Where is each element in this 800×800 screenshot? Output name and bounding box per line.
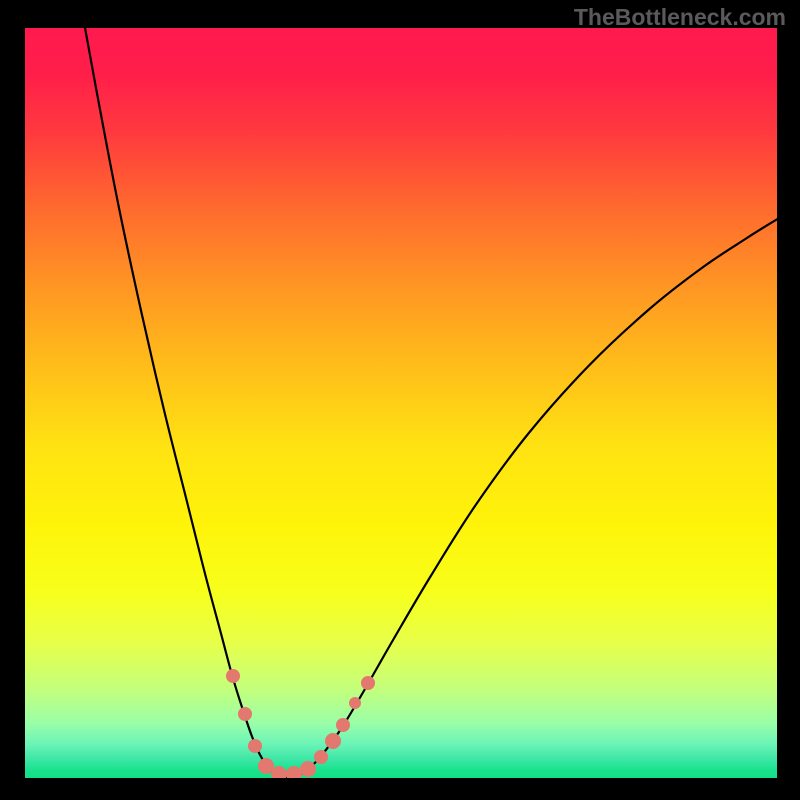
plot-area	[25, 28, 777, 778]
marker-layer	[25, 28, 777, 778]
data-marker	[349, 697, 361, 709]
data-marker	[336, 718, 350, 732]
watermark-text: TheBottleneck.com	[574, 4, 786, 31]
data-marker	[325, 733, 341, 749]
data-marker	[248, 739, 262, 753]
data-marker	[238, 707, 252, 721]
data-marker	[226, 669, 240, 683]
data-marker	[271, 766, 287, 778]
data-marker	[314, 750, 328, 764]
data-marker	[300, 761, 316, 777]
data-marker	[361, 676, 375, 690]
